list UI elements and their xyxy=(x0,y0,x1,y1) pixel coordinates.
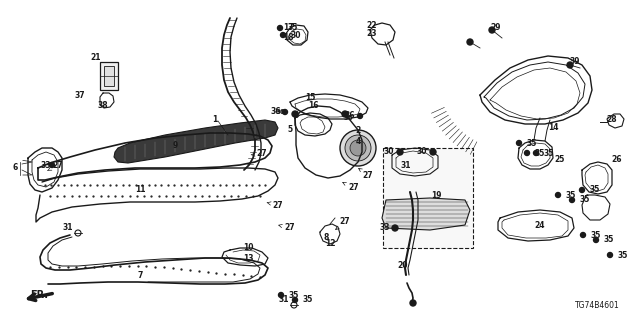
Circle shape xyxy=(280,33,285,37)
Circle shape xyxy=(607,252,612,258)
Circle shape xyxy=(410,300,416,306)
Text: 35: 35 xyxy=(580,196,590,204)
Circle shape xyxy=(292,298,298,302)
Text: 35: 35 xyxy=(590,186,600,195)
Text: 21: 21 xyxy=(91,53,101,62)
Circle shape xyxy=(593,237,598,243)
Text: 14: 14 xyxy=(548,124,558,132)
Text: 35: 35 xyxy=(566,190,577,199)
Text: 36: 36 xyxy=(275,109,285,115)
Text: FR.: FR. xyxy=(30,290,48,300)
Circle shape xyxy=(350,140,366,156)
Text: 12: 12 xyxy=(324,239,335,249)
Circle shape xyxy=(358,114,362,118)
Polygon shape xyxy=(100,62,118,90)
Circle shape xyxy=(556,193,561,197)
Text: 16: 16 xyxy=(308,101,318,110)
Text: 1: 1 xyxy=(212,116,218,124)
Text: 35: 35 xyxy=(604,236,614,244)
Circle shape xyxy=(430,149,436,155)
Text: 24: 24 xyxy=(535,220,545,229)
Text: 10
13: 10 13 xyxy=(243,243,253,263)
Circle shape xyxy=(342,111,348,117)
Text: 35: 35 xyxy=(527,139,538,148)
Circle shape xyxy=(345,135,371,161)
Polygon shape xyxy=(382,198,470,230)
Text: 37: 37 xyxy=(75,92,85,100)
Text: 35: 35 xyxy=(289,291,300,300)
Text: 2
4: 2 4 xyxy=(355,126,360,146)
Text: TG74B4601: TG74B4601 xyxy=(575,301,620,310)
Text: 31: 31 xyxy=(401,161,412,170)
Text: 35: 35 xyxy=(535,148,545,157)
Circle shape xyxy=(570,197,575,203)
Text: 33: 33 xyxy=(380,223,390,233)
Text: 17: 17 xyxy=(283,23,293,33)
Text: 36: 36 xyxy=(271,108,281,116)
Text: 27: 27 xyxy=(358,168,373,180)
Text: 18: 18 xyxy=(283,33,293,42)
Text: 30: 30 xyxy=(291,30,301,39)
Text: 6: 6 xyxy=(12,164,18,172)
Circle shape xyxy=(278,26,282,30)
Text: 23: 23 xyxy=(367,28,377,37)
Text: 36: 36 xyxy=(343,115,353,121)
Circle shape xyxy=(282,109,287,115)
FancyBboxPatch shape xyxy=(383,148,473,248)
Text: 35: 35 xyxy=(303,295,314,305)
Text: 28: 28 xyxy=(607,116,618,124)
Text: 27: 27 xyxy=(335,218,350,229)
Text: 39: 39 xyxy=(570,58,580,67)
Text: 27: 27 xyxy=(267,201,284,210)
Text: 38: 38 xyxy=(98,100,108,109)
Circle shape xyxy=(392,225,398,231)
Text: 19: 19 xyxy=(431,190,441,199)
Circle shape xyxy=(340,130,376,166)
Polygon shape xyxy=(104,66,114,86)
Circle shape xyxy=(489,27,495,33)
Circle shape xyxy=(534,150,538,156)
Text: 20: 20 xyxy=(397,260,408,269)
Text: 29: 29 xyxy=(491,23,501,33)
Circle shape xyxy=(467,39,473,45)
Text: 27: 27 xyxy=(342,182,359,193)
Text: 35: 35 xyxy=(544,148,554,157)
Text: 5: 5 xyxy=(287,125,292,134)
Text: 15: 15 xyxy=(305,93,315,102)
Circle shape xyxy=(525,150,529,156)
Circle shape xyxy=(567,62,573,68)
Text: 22: 22 xyxy=(367,20,377,29)
Text: 7: 7 xyxy=(138,270,143,279)
Text: 35: 35 xyxy=(591,230,602,239)
Text: 30: 30 xyxy=(417,148,428,156)
Text: 25: 25 xyxy=(555,156,565,164)
Text: 11: 11 xyxy=(135,186,145,195)
Text: 8: 8 xyxy=(323,234,329,243)
Text: 31: 31 xyxy=(63,223,73,233)
Circle shape xyxy=(49,163,54,167)
Text: 26: 26 xyxy=(612,156,622,164)
Text: 35: 35 xyxy=(618,251,628,260)
Text: 27: 27 xyxy=(279,223,295,233)
Circle shape xyxy=(278,292,284,298)
Text: 27: 27 xyxy=(47,161,63,171)
Circle shape xyxy=(516,140,522,146)
Text: 33: 33 xyxy=(41,161,51,170)
Text: 31: 31 xyxy=(279,295,289,305)
Polygon shape xyxy=(114,120,278,163)
Text: 35: 35 xyxy=(288,23,298,33)
Circle shape xyxy=(579,188,584,193)
Circle shape xyxy=(580,233,586,237)
Circle shape xyxy=(397,149,403,155)
Circle shape xyxy=(292,111,298,117)
Text: 3: 3 xyxy=(293,111,299,121)
Text: 9: 9 xyxy=(172,140,178,149)
Text: 30: 30 xyxy=(384,148,394,156)
Text: 36: 36 xyxy=(345,111,355,121)
Text: 27: 27 xyxy=(251,149,268,158)
